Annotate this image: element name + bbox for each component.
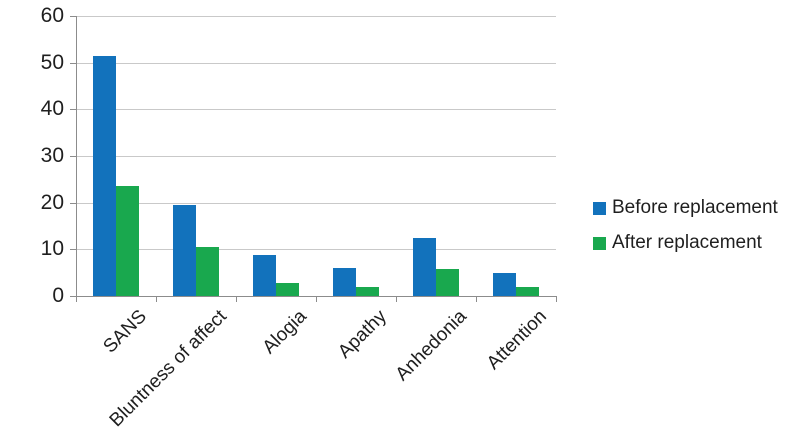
legend-label-after: After replacement — [612, 232, 762, 253]
gridline — [76, 249, 556, 251]
bar-after-replacement-sans — [116, 186, 139, 296]
x-axis-tick — [316, 296, 317, 302]
legend-swatch-before-icon — [593, 201, 606, 215]
x-axis-tick — [396, 296, 397, 302]
bar-after-replacement-anhedonia — [436, 268, 459, 296]
bar-after-replacement-apathy — [356, 286, 379, 296]
y-axis-tick — [70, 16, 76, 17]
legend: Before replacement After replacement — [593, 197, 778, 267]
legend-item-after-replacement: After replacement — [593, 232, 778, 254]
gridline — [76, 109, 556, 111]
y-axis-tick-label: 30 — [40, 144, 64, 167]
x-axis-tick — [476, 296, 477, 302]
y-axis-tick — [70, 109, 76, 111]
y-axis-tick-label: 10 — [40, 237, 64, 261]
y-axis-tick-label: 50 — [40, 50, 64, 74]
bar-after-replacement-bluntness-of-affect — [196, 247, 219, 296]
y-axis-tick — [70, 202, 76, 204]
y-axis-tick — [70, 156, 76, 157]
y-axis-tick — [70, 249, 76, 251]
gridline — [76, 16, 556, 17]
y-axis-tick-label: 0 — [52, 284, 64, 307]
y-axis-tick-label: 40 — [40, 97, 64, 121]
legend-label-before: Before replacement — [612, 197, 778, 218]
x-axis-tick — [556, 296, 557, 302]
gridline — [76, 62, 556, 64]
y-axis-tick-label: 20 — [40, 190, 64, 214]
bar-before-replacement-apathy — [333, 268, 356, 296]
x-axis-tick — [236, 296, 237, 302]
bar-before-replacement-alogia — [253, 255, 276, 296]
x-axis-tick — [156, 296, 157, 302]
bar-before-replacement-sans — [93, 55, 116, 296]
bar-before-replacement-attention — [493, 272, 516, 296]
y-axis-tick-label: 60 — [40, 4, 64, 27]
gridline — [76, 202, 556, 204]
y-axis-line — [76, 16, 77, 302]
y-axis-tick — [70, 62, 76, 64]
legend-swatch-after-icon — [593, 236, 606, 250]
x-axis-tick — [76, 296, 77, 302]
bar-after-replacement-attention — [516, 286, 539, 296]
bar-before-replacement-anhedonia — [413, 237, 436, 296]
legend-item-before-replacement: Before replacement — [593, 197, 778, 219]
bar-after-replacement-alogia — [276, 282, 299, 296]
bar-before-replacement-bluntness-of-affect — [173, 205, 196, 296]
gridline — [76, 156, 556, 157]
x-axis-line — [70, 296, 556, 297]
